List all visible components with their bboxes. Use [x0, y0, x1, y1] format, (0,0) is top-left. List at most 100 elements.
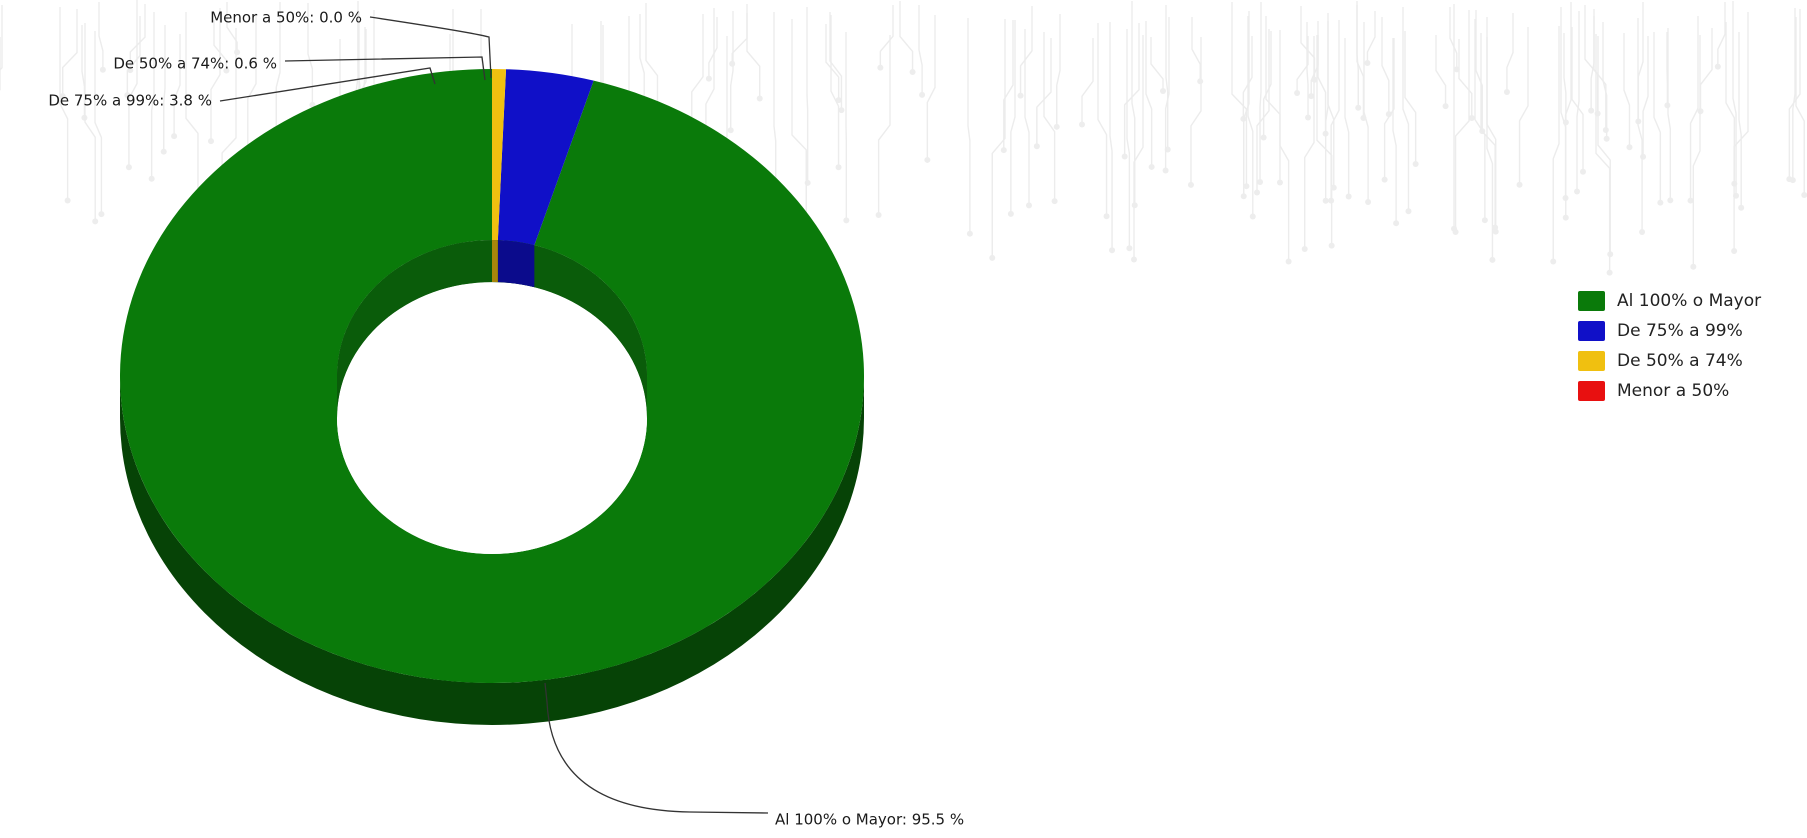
circuit-trace	[1667, 28, 1672, 201]
circuit-trace	[730, 11, 734, 131]
circuit-node	[1276, 179, 1283, 186]
circuit-node	[1468, 114, 1475, 121]
circuit-node	[309, 101, 316, 108]
circuit-node	[1381, 176, 1388, 183]
circuit-node	[1000, 147, 1007, 154]
circuit-trace	[247, 13, 257, 155]
legend-swatch-75-99	[1578, 321, 1605, 341]
label-connector	[369, 16, 492, 79]
circuit-node	[59, 93, 66, 100]
circuit-trace	[62, 9, 78, 97]
circuit-trace	[128, 0, 138, 168]
circuit-node	[1667, 197, 1674, 204]
circuit-node	[1162, 167, 1169, 174]
circuit-node	[99, 66, 106, 73]
circuit-trace	[1056, 14, 1061, 127]
circuit-trace	[1024, 29, 1030, 206]
circuit-node	[924, 156, 931, 163]
circuit-trace	[1150, 37, 1164, 91]
hole-lower-face	[337, 418, 647, 554]
circuit-node	[234, 49, 241, 56]
circuit-trace	[1449, 7, 1458, 70]
circuit-node	[1606, 269, 1613, 276]
circuit-node	[1285, 258, 1292, 265]
circuit-node	[223, 67, 230, 74]
circuit-trace	[1259, 2, 1262, 182]
circuit-node	[966, 230, 973, 237]
circuit-trace	[830, 15, 840, 168]
circuit-trace	[1435, 35, 1447, 107]
circuit-node	[1311, 76, 1318, 83]
donut-slice[interactable]	[497, 69, 594, 246]
circuit-trace	[1623, 33, 1631, 148]
circuit-trace	[1366, 11, 1376, 63]
slice-inner-wall-front	[497, 240, 535, 288]
circuit-trace	[1795, 17, 1805, 196]
circuit-trace	[1123, 23, 1140, 157]
circuit-node	[1562, 119, 1569, 126]
circuit-node	[875, 212, 882, 219]
legend-item-al-100[interactable]: Al 100% o Mayor	[1578, 286, 1761, 316]
circuit-trace	[1584, 5, 1599, 114]
circuit-node	[1626, 144, 1633, 151]
circuit-node	[1355, 104, 1362, 111]
circuit-node	[207, 138, 214, 145]
circuit-node	[1240, 193, 1247, 200]
circuit-trace	[1327, 21, 1335, 188]
circuit-trace	[1010, 20, 1016, 214]
circuit-trace	[1552, 26, 1560, 262]
legend-item-75-99[interactable]: De 75% a 99%	[1578, 316, 1761, 346]
circuit-trace	[1474, 19, 1486, 221]
circuit-node	[1249, 213, 1256, 220]
circuit-node	[1690, 263, 1697, 270]
circuit-node	[92, 218, 99, 225]
circuit-trace	[1689, 16, 1699, 201]
legend-label: Menor a 50%	[1617, 381, 1730, 401]
circuit-node	[1687, 197, 1694, 204]
circuit-node	[835, 97, 842, 104]
circuit-trace	[59, 7, 69, 201]
circuit-node	[1550, 258, 1557, 265]
circuit-node	[1789, 177, 1796, 184]
circuit-node	[1453, 66, 1460, 73]
circuit-node	[1345, 193, 1352, 200]
circuit-node	[1594, 110, 1601, 117]
circuit-trace	[708, 17, 718, 79]
legend-item-50-74[interactable]: De 50% a 74%	[1578, 346, 1761, 376]
circuit-trace	[645, 3, 659, 119]
circuit-node	[1481, 217, 1488, 224]
circuit-trace	[98, 2, 104, 70]
circuit-trace	[899, 1, 914, 72]
circuit-node	[1130, 256, 1137, 263]
circuit-node	[1103, 213, 1110, 220]
circuit-node	[1442, 103, 1449, 110]
circuit-node	[1330, 184, 1337, 191]
data-label: Menor a 50%: 0.0 %	[210, 9, 362, 27]
circuit-trace	[1381, 17, 1390, 115]
slice-inner-wall-front	[492, 240, 498, 283]
circuit-node	[1731, 248, 1738, 255]
circuit-node	[1308, 93, 1315, 100]
circuit-trace	[1036, 38, 1052, 147]
circuit-node	[1364, 59, 1371, 66]
circuit-node	[1412, 160, 1419, 167]
circuit-trace	[126, 16, 141, 96]
donut-slice[interactable]	[492, 69, 507, 241]
circuit-node	[1126, 245, 1133, 252]
legend-item-menor-50[interactable]: Menor a 50%	[1578, 376, 1761, 406]
circuit-node	[843, 217, 850, 224]
donut-slice[interactable]	[120, 69, 865, 683]
circuit-node	[756, 95, 763, 102]
circuit-node	[838, 107, 845, 114]
circuit-trace	[1518, 27, 1529, 185]
circuit-node	[1516, 181, 1523, 188]
circuit-node	[1051, 198, 1058, 205]
circuit-node	[1657, 199, 1664, 206]
circuit-trace	[1363, 22, 1369, 203]
label-connector	[284, 56, 486, 81]
circuit-trace	[84, 23, 96, 222]
hole-inner-wall-front	[337, 240, 647, 418]
data-label: De 50% a 74%: 0.6 %	[113, 55, 277, 73]
legend-swatch-menor-50	[1578, 381, 1605, 401]
